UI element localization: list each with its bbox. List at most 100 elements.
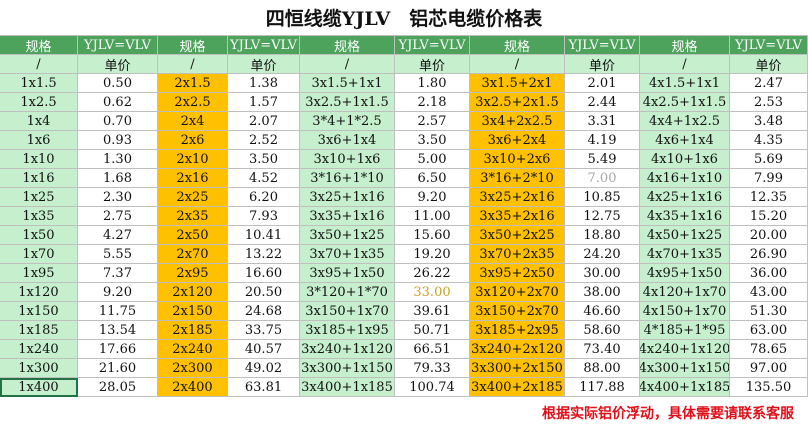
price-cell[interactable]: 97.00 [730, 359, 808, 378]
spec-cell[interactable]: 4x240+1x120 [640, 340, 730, 359]
price-cell[interactable]: 18.80 [565, 226, 640, 245]
spec-cell[interactable]: 4x6+1x4 [640, 131, 730, 150]
spec-cell[interactable]: 4x25+1x16 [640, 188, 730, 207]
spec-cell[interactable]: 3x25+2x16 [470, 188, 565, 207]
price-cell[interactable]: 26.22 [395, 264, 470, 283]
price-cell[interactable]: 1.38 [228, 74, 300, 93]
spec-cell[interactable]: 4x300+1x150 [640, 359, 730, 378]
price-cell[interactable]: 3.50 [395, 131, 470, 150]
price-cell[interactable]: 11.75 [78, 302, 158, 321]
price-cell[interactable]: 39.61 [395, 302, 470, 321]
price-cell[interactable]: 38.00 [565, 283, 640, 302]
price-cell[interactable]: 2.53 [730, 93, 808, 112]
spec-cell[interactable]: 1x16 [0, 169, 78, 188]
price-cell[interactable]: 3.50 [228, 150, 300, 169]
price-cell[interactable]: 7.00 [565, 169, 640, 188]
subheader-cell[interactable]: / [300, 55, 395, 74]
spec-cell[interactable]: 2x50 [158, 226, 228, 245]
spec-cell[interactable]: 2x70 [158, 245, 228, 264]
price-cell[interactable]: 117.88 [565, 378, 640, 397]
spec-cell[interactable]: 3x400+1x185 [300, 378, 395, 397]
price-cell[interactable]: 4.35 [730, 131, 808, 150]
price-cell[interactable]: 73.40 [565, 340, 640, 359]
spec-cell[interactable]: 1x6 [0, 131, 78, 150]
spec-cell[interactable]: 3x50+1x25 [300, 226, 395, 245]
spec-cell[interactable]: 2x4 [158, 112, 228, 131]
price-cell[interactable]: 5.69 [730, 150, 808, 169]
price-cell[interactable]: 36.00 [730, 264, 808, 283]
price-cell[interactable]: 0.62 [78, 93, 158, 112]
price-cell[interactable]: 15.20 [730, 207, 808, 226]
spec-cell[interactable]: 2x240 [158, 340, 228, 359]
price-cell[interactable]: 2.44 [565, 93, 640, 112]
header-cell[interactable]: YJLV=VLV [730, 36, 808, 55]
price-cell[interactable]: 3.48 [730, 112, 808, 131]
spec-cell[interactable]: 3x10+2x6 [470, 150, 565, 169]
spec-cell[interactable]: 2x120 [158, 283, 228, 302]
spec-cell[interactable]: 3*16+1*10 [300, 169, 395, 188]
spec-cell[interactable]: 3x25+1x16 [300, 188, 395, 207]
spec-cell[interactable]: 1x70 [0, 245, 78, 264]
spec-cell[interactable]: 3x240+2x120 [470, 340, 565, 359]
price-cell[interactable]: 4.19 [565, 131, 640, 150]
spec-cell[interactable]: 1x150 [0, 302, 78, 321]
price-cell[interactable]: 9.20 [395, 188, 470, 207]
price-cell[interactable]: 11.00 [395, 207, 470, 226]
spec-cell[interactable]: 2x400 [158, 378, 228, 397]
price-cell[interactable]: 7.37 [78, 264, 158, 283]
spec-cell[interactable]: 2x6 [158, 131, 228, 150]
subheader-cell[interactable]: / [470, 55, 565, 74]
spec-cell[interactable]: 3x400+2x185 [470, 378, 565, 397]
price-cell[interactable]: 33.00 [395, 283, 470, 302]
price-cell[interactable]: 24.68 [228, 302, 300, 321]
spec-cell[interactable]: 3x185+2x95 [470, 321, 565, 340]
price-cell[interactable]: 135.50 [730, 378, 808, 397]
spec-cell[interactable]: 2x16 [158, 169, 228, 188]
spec-cell[interactable]: 2x1.5 [158, 74, 228, 93]
spec-cell[interactable]: 3x95+2x50 [470, 264, 565, 283]
spec-cell[interactable]: 3x50+2x25 [470, 226, 565, 245]
spec-cell[interactable]: 1x400 [0, 378, 78, 397]
spec-cell[interactable]: 4x70+1x35 [640, 245, 730, 264]
price-cell[interactable]: 3.31 [565, 112, 640, 131]
price-cell[interactable]: 2.52 [228, 131, 300, 150]
price-cell[interactable]: 10.85 [565, 188, 640, 207]
price-cell[interactable]: 49.02 [228, 359, 300, 378]
price-cell[interactable]: 2.18 [395, 93, 470, 112]
spec-cell[interactable]: 2x25 [158, 188, 228, 207]
header-cell[interactable]: 规格 [158, 36, 228, 55]
spec-cell[interactable]: 1x240 [0, 340, 78, 359]
subheader-cell[interactable]: 单价 [78, 55, 158, 74]
spec-cell[interactable]: 3x10+1x6 [300, 150, 395, 169]
price-cell[interactable]: 2.75 [78, 207, 158, 226]
spec-cell[interactable]: 3x6+2x4 [470, 131, 565, 150]
spec-cell[interactable]: 3x2.5+1x1.5 [300, 93, 395, 112]
spec-cell[interactable]: 4x50+1x25 [640, 226, 730, 245]
spec-cell[interactable]: 4x16+1x10 [640, 169, 730, 188]
header-cell[interactable]: 规格 [470, 36, 565, 55]
price-cell[interactable]: 5.55 [78, 245, 158, 264]
spec-cell[interactable]: 4x150+1x70 [640, 302, 730, 321]
spec-cell[interactable]: 3x185+1x95 [300, 321, 395, 340]
spec-cell[interactable]: 2x10 [158, 150, 228, 169]
spec-cell[interactable]: 4x1.5+1x1 [640, 74, 730, 93]
spec-cell[interactable]: 3x300+2x150 [470, 359, 565, 378]
spec-cell[interactable]: 4x95+1x50 [640, 264, 730, 283]
price-cell[interactable]: 40.57 [228, 340, 300, 359]
price-cell[interactable]: 7.99 [730, 169, 808, 188]
spec-cell[interactable]: 1x35 [0, 207, 78, 226]
price-cell[interactable]: 20.50 [228, 283, 300, 302]
spec-cell[interactable]: 3x95+1x50 [300, 264, 395, 283]
header-cell[interactable]: YJLV=VLV [78, 36, 158, 55]
price-cell[interactable]: 63.81 [228, 378, 300, 397]
price-cell[interactable]: 10.41 [228, 226, 300, 245]
price-cell[interactable]: 1.57 [228, 93, 300, 112]
spec-cell[interactable]: 1x10 [0, 150, 78, 169]
price-cell[interactable]: 51.30 [730, 302, 808, 321]
spec-cell[interactable]: 2x35 [158, 207, 228, 226]
price-cell[interactable]: 16.60 [228, 264, 300, 283]
spec-cell[interactable]: 2x185 [158, 321, 228, 340]
subheader-cell[interactable]: 单价 [565, 55, 640, 74]
price-cell[interactable]: 6.20 [228, 188, 300, 207]
price-cell[interactable]: 24.20 [565, 245, 640, 264]
